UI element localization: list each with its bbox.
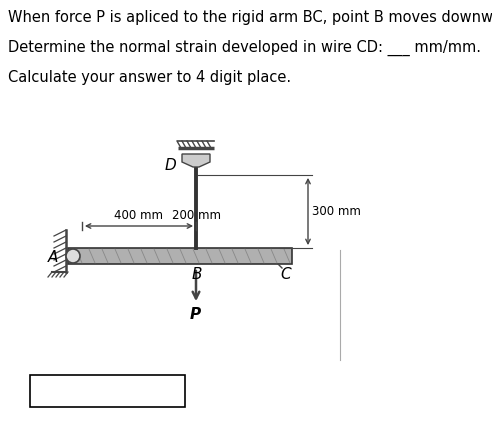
Text: B: B (192, 267, 203, 282)
Bar (30, 375, 185, 407)
Text: Calculate your answer to 4 digit place.: Calculate your answer to 4 digit place. (8, 70, 291, 85)
Text: D: D (164, 158, 176, 173)
Circle shape (66, 249, 80, 263)
Text: P: P (189, 307, 201, 322)
Text: 300 mm: 300 mm (312, 205, 361, 218)
Text: When force P is apliced to the rigid arm BC, point B moves downward 0.2mm.: When force P is apliced to the rigid arm… (8, 10, 492, 25)
Text: 400 mm: 400 mm (115, 209, 163, 222)
Text: 200 mm: 200 mm (172, 209, 220, 222)
Polygon shape (182, 154, 210, 167)
Bar (68, 248, 292, 264)
Text: C: C (280, 267, 291, 282)
Text: A: A (48, 249, 58, 265)
Text: Determine the normal strain developed in wire CD: ___ mm/mm.: Determine the normal strain developed in… (8, 40, 481, 56)
